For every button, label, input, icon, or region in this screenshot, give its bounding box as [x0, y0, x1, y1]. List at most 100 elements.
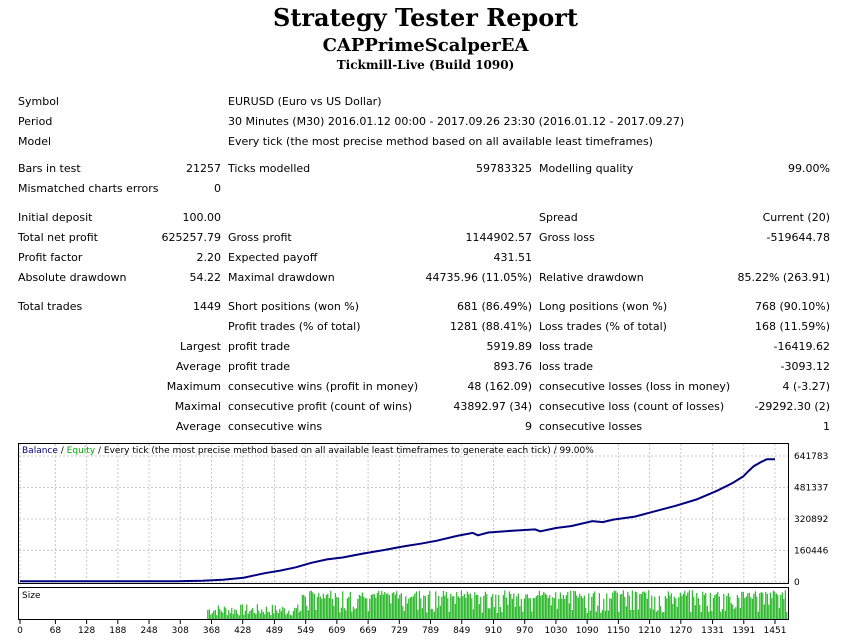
size-bar: [216, 615, 218, 619]
size-bar: [406, 603, 408, 619]
size-bar: [681, 595, 683, 619]
size-bar: [427, 594, 429, 619]
size-bar: [685, 595, 687, 619]
size-bar: [660, 606, 662, 619]
x-tick-label: 368: [203, 626, 220, 636]
size-bar: [375, 597, 377, 619]
size-bar: [387, 593, 389, 619]
size-bar: [417, 609, 419, 619]
size-bar: [478, 604, 480, 619]
size-bar: [621, 593, 623, 619]
x-tick-label: 248: [140, 626, 157, 636]
legend-balance: Balance: [22, 446, 58, 456]
size-bar: [268, 611, 270, 619]
size-bar: [409, 597, 411, 619]
size-bar: [577, 597, 579, 619]
size-bar: [750, 597, 752, 619]
size-bar: [400, 593, 402, 619]
size-bar: [739, 607, 741, 619]
size-bar: [474, 592, 476, 619]
size-bar: [694, 605, 696, 619]
size-bar: [780, 594, 782, 619]
size-bar: [429, 590, 431, 619]
size-bar: [396, 591, 398, 619]
size-bar: [378, 590, 380, 619]
size-bar: [589, 610, 591, 619]
x-tick-label: 789: [422, 626, 439, 636]
size-bar: [538, 591, 540, 619]
size-bar: [210, 614, 212, 619]
size-bar: [483, 595, 485, 619]
size-bar: [552, 597, 554, 619]
ticks-value: 59783325: [476, 162, 532, 175]
x-tick-label: 1150: [607, 626, 630, 636]
size-bar: [412, 596, 414, 619]
size-bar: [331, 598, 333, 619]
size-bar: [540, 595, 542, 619]
maxdd-label: Maximal drawdown: [228, 271, 335, 284]
size-bar: [531, 611, 533, 619]
size-bar: [592, 593, 594, 619]
size-bar: [247, 613, 249, 619]
size-bar: [760, 592, 762, 619]
payoff-label: Expected payoff: [228, 251, 318, 264]
size-bar: [604, 610, 606, 619]
size-bar: [570, 590, 572, 619]
size-bar: [645, 592, 647, 619]
size-bar: [459, 597, 461, 619]
size-bar: [369, 598, 371, 619]
size-bar: [642, 591, 644, 619]
size-bar: [688, 590, 690, 619]
size-bar: [651, 595, 653, 619]
size-bar: [462, 596, 464, 619]
x-axis-ticks: 0 68 128 188 248 308 368 428 489 549 609 669 729 789 8…: [17, 620, 786, 636]
size-bar: [402, 606, 404, 619]
report-title: Strategy Tester Report: [272, 3, 579, 32]
size-bar: [457, 596, 459, 619]
size-bar: [582, 598, 584, 619]
size-bar: [643, 591, 645, 619]
size-bar: [279, 608, 281, 619]
size-bar: [690, 612, 692, 619]
size-bar: [654, 596, 656, 619]
size-bar: [697, 598, 699, 619]
size-bar: [511, 598, 513, 619]
size-bar: [648, 590, 650, 619]
size-bar: [342, 591, 344, 619]
size-bar: [652, 609, 654, 619]
size-bar: [423, 595, 425, 619]
size-bar: [633, 609, 635, 619]
size-bar: [289, 614, 291, 619]
mismatch-value: 0: [214, 182, 221, 195]
size-bar: [763, 604, 765, 619]
x-tick-label: 849: [453, 626, 470, 636]
size-bar: [586, 613, 588, 619]
size-bar: [492, 593, 494, 619]
size-bar: [364, 598, 366, 619]
size-bar: [544, 593, 546, 619]
x-tick-label: 609: [328, 626, 345, 636]
size-bar: [724, 610, 726, 619]
size-bar: [207, 610, 209, 619]
size-bar: [627, 591, 629, 619]
y-tick-label: 641783: [794, 452, 828, 462]
size-bar: [600, 612, 602, 619]
size-bar: [253, 612, 255, 619]
size-bar: [382, 594, 384, 619]
size-bar: [706, 605, 708, 619]
size-bar: [585, 607, 587, 619]
size-bar: [565, 595, 567, 619]
x-tick-label: 1210: [638, 626, 661, 636]
size-bar: [285, 614, 287, 619]
maximal-p-value: 43892.97 (34): [453, 400, 532, 413]
reldd-label: Relative drawdown: [539, 271, 644, 284]
size-bar: [550, 605, 552, 619]
size-bar: [237, 613, 239, 619]
largest-lt-label: loss trade: [539, 340, 594, 353]
size-bar: [366, 598, 368, 619]
x-tick-label: 1090: [576, 626, 599, 636]
size-bar: [529, 598, 531, 619]
x-tick-label: 489: [266, 626, 283, 636]
size-bar: [543, 592, 545, 619]
long-label: Long positions (won %): [539, 300, 668, 313]
